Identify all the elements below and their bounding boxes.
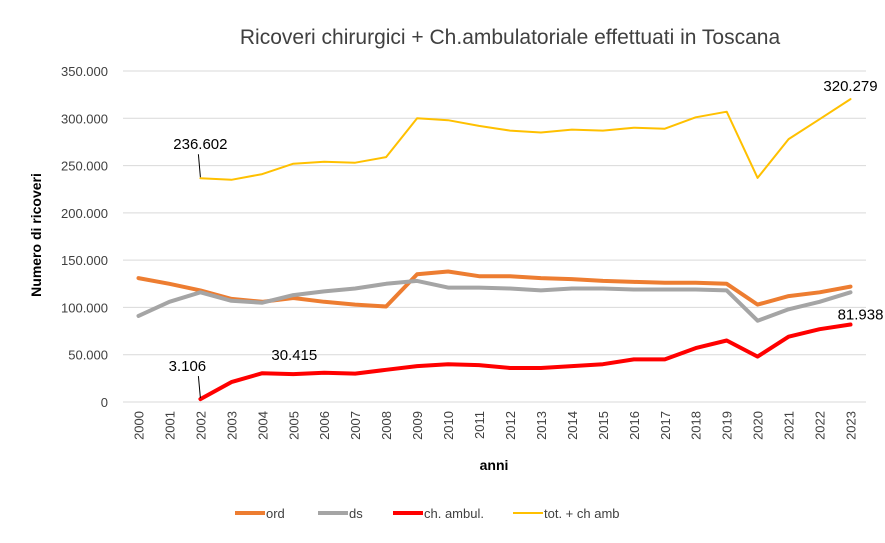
y-tick-label: 0 [101,395,108,410]
legend-label: ord [266,506,285,521]
data-label-leader [197,154,201,178]
chart-title: Ricoveri chirurgici + Ch.ambulatoriale e… [240,26,781,49]
x-tick-label: 2016 [627,411,642,440]
x-tick-label: 2019 [720,411,735,440]
legend: ord ds ch. ambul. tot. + ch amb [235,506,620,521]
x-tick-label: 2006 [317,411,332,440]
y-tick-label: 200.000 [61,206,108,221]
y-tick-label: 150.000 [61,253,108,268]
x-tick-label: 2005 [286,411,301,440]
x-tick-label: 2012 [503,411,518,440]
series-line-ds [136,278,853,323]
x-axis-ticks: 2000 2001 2002 2003 2004 2005 2006 2007 2008 2009… [131,411,858,440]
y-tick-label: 300.000 [61,111,108,126]
x-tick-label: 2000 [131,411,146,440]
series-line-ch-ambul [198,322,853,402]
series-lines [136,98,853,402]
x-tick-label: 2013 [534,411,549,440]
legend-label: tot. + ch amb [544,506,620,521]
y-axis-ticks: 0 50.000 100.000 150.000 200.000 250.000 300.0… [61,64,108,410]
series-line-tot-ch-amb [199,98,852,181]
x-axis-label: anni [480,457,509,473]
x-tick-label: 2018 [689,411,704,440]
data-label: 30.415 [271,347,317,364]
x-tick-label: 2001 [162,411,177,440]
x-tick-label: 2003 [224,411,239,440]
x-tick-label: 2023 [844,411,859,440]
data-label: 236.602 [173,136,227,153]
x-tick-label: 2017 [658,411,673,440]
legend-label: ch. ambul. [424,506,484,521]
x-tick-label: 2011 [472,411,487,439]
gridlines [123,70,866,403]
y-axis-label: Numero di ricoveri [28,173,44,297]
y-tick-label: 350.000 [61,64,108,79]
x-tick-label: 2015 [596,411,611,440]
data-label-leader [197,376,201,399]
x-tick-label: 2008 [379,411,394,440]
data-label: 81.938 [838,307,884,324]
x-tick-label: 2004 [255,411,270,440]
y-tick-label: 100.000 [61,300,108,315]
x-tick-label: 2021 [782,411,797,440]
x-tick-label: 2009 [410,411,425,440]
data-labels: 236.602 320.279 3.106 30.415 81.938 [169,78,884,399]
x-tick-label: 2014 [565,411,580,440]
data-label: 320.279 [823,78,877,95]
y-tick-label: 250.000 [61,159,108,174]
y-tick-label: 50.000 [68,348,108,363]
x-tick-label: 2002 [193,411,208,440]
x-tick-label: 2020 [751,411,766,440]
x-tick-label: 2022 [813,411,828,440]
legend-label: ds [349,506,363,521]
x-tick-label: 2007 [348,411,363,440]
data-label: 3.106 [169,358,207,375]
x-tick-label: 2010 [441,411,456,440]
